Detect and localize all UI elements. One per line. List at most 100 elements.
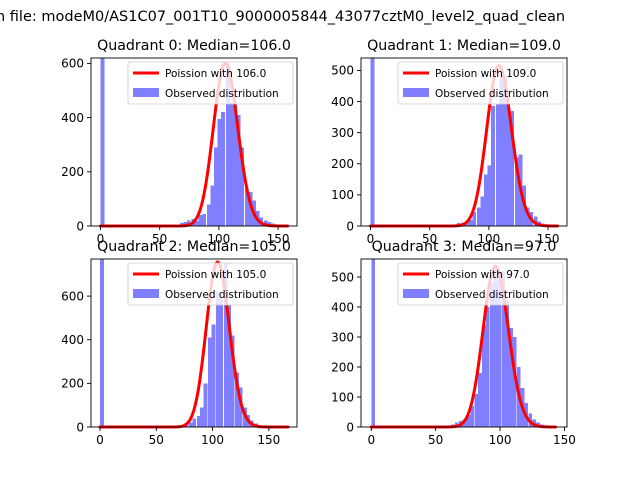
y-tick-label: 200 [331, 157, 354, 171]
subplot-title: Quadrant 0: Median=106.0 [97, 38, 291, 54]
hist-bar [505, 301, 509, 427]
hist-bar [462, 419, 467, 427]
hist-bar [208, 337, 212, 427]
hist-bar [466, 415, 471, 427]
x-tick-label: 0 [367, 433, 375, 447]
hist-bar [192, 418, 197, 427]
x-tick-label: 150 [267, 232, 290, 246]
subplot-title: Quadrant 2: Median=105.0 [97, 239, 291, 255]
subplot-title: Quadrant 1: Median=109.0 [367, 38, 561, 54]
y-tick-label: 0 [76, 420, 84, 434]
hist-bar [235, 372, 239, 427]
axes-frame [360, 57, 568, 227]
hist-bar [484, 174, 488, 226]
hist-bar [217, 118, 222, 226]
subplot-title: Quadrant 3: Median=97.0 [372, 239, 557, 255]
legend-hist-swatch [133, 289, 159, 298]
hist-bar [493, 265, 498, 427]
hist-bar [200, 407, 205, 427]
y-tick-label: 0 [346, 219, 354, 233]
axes-frame [360, 258, 568, 428]
hist-bar [214, 147, 218, 226]
x-tick-label: 100 [489, 433, 512, 447]
legend: Poission with 106.0 Observed distribution [127, 61, 294, 105]
x-tick-label: 50 [428, 433, 443, 447]
legend: Poission with 105.0 Observed distribution [127, 262, 294, 306]
hist-bar [186, 220, 191, 226]
hist-bar [183, 221, 188, 226]
y-tick-label: 100 [331, 390, 354, 404]
axes-frame [90, 258, 298, 428]
legend: Poission with 109.0 Observed distribution [397, 61, 564, 105]
hist-bar [223, 263, 228, 427]
y-tick-label: 400 [61, 333, 84, 347]
hist-bar [495, 104, 500, 226]
hist-bar [240, 147, 244, 226]
hist-bar [506, 107, 511, 226]
x-tick-label: 100 [477, 232, 500, 246]
hist-bar [210, 185, 215, 226]
y-tick-label: 400 [331, 300, 354, 314]
hist-bar [485, 307, 490, 427]
legend-box [397, 262, 564, 306]
subplot-quadrant-0: 0 50 100 150 0 200 400 600 Poission with 106.0 Ob… [61, 38, 298, 246]
hist-bar [503, 76, 507, 226]
hist-bar [244, 186, 249, 226]
legend-label-observed: Observed distribution [435, 88, 549, 100]
hist-bar [487, 165, 492, 226]
y-tick-label: 400 [61, 111, 84, 125]
hist-bar [499, 70, 504, 226]
hist-bar [491, 106, 496, 226]
subplot-quadrant-3: 0 50 100 150 0 100 200 300 400 500 Poission with 9… [331, 239, 576, 447]
hist-bar [472, 212, 477, 226]
legend: Poission with 97.0 Observed distribution [397, 262, 564, 306]
x-tick-label: 0 [367, 232, 375, 246]
x-tick-label: 150 [257, 433, 280, 447]
hist-bar [480, 196, 485, 226]
x-tick-label: 50 [152, 232, 167, 246]
legend-label-poisson: Poission with 97.0 [435, 269, 530, 281]
x-tick-label: 100 [201, 433, 224, 447]
y-tick-label: 500 [331, 64, 354, 78]
legend-box [127, 262, 294, 306]
hist-bar [478, 373, 482, 427]
subplot-quadrant-1: 0 50 100 150 0 100 200 300 400 500 Poission with 1… [331, 38, 568, 246]
hist-bar [207, 204, 211, 226]
hist-bar [248, 192, 253, 226]
y-tick-label: 0 [346, 420, 354, 434]
y-tick-label: 200 [61, 377, 84, 391]
x-tick-label: 150 [537, 232, 560, 246]
legend-box [127, 61, 294, 105]
y-tick-label: 600 [61, 289, 84, 303]
hist-bar [230, 335, 235, 427]
hist-bar [202, 213, 207, 226]
hist-bar [233, 101, 237, 226]
x-tick-label: 50 [422, 232, 437, 246]
hist-bar [196, 416, 201, 427]
hist-bar [263, 220, 268, 226]
hist-bar [371, 259, 376, 427]
legend-label-poisson: Poission with 105.0 [165, 269, 266, 281]
legend-label-poisson: Poission with 109.0 [435, 68, 536, 80]
x-tick-label: 0 [97, 232, 105, 246]
subplot-grid: 0 50 100 150 0 200 400 600 Poission with 106.0 Ob… [61, 38, 576, 447]
hist-bar [215, 291, 220, 427]
axes-frame [90, 57, 298, 227]
hist-bar [219, 298, 224, 427]
legend-box [397, 61, 564, 105]
hist-bar [238, 387, 243, 427]
subplot-quadrant-2: 0 50 100 150 0 200 400 600 Poission with 105.0 Ob… [61, 239, 298, 447]
hist-bar [225, 63, 230, 226]
y-tick-label: 300 [331, 126, 354, 140]
y-tick-label: 0 [76, 219, 84, 233]
y-tick-label: 400 [331, 95, 354, 109]
hist-bar [514, 157, 519, 226]
figure-suptitle: n file: modeM0/AS1C07_001T10_9000005844_… [0, 9, 565, 25]
hist-bar [477, 207, 481, 226]
hist-bar [512, 337, 517, 427]
legend-hist-swatch [403, 88, 429, 97]
hist-bar [198, 215, 203, 226]
hist-bar [100, 259, 104, 427]
legend-label-observed: Observed distribution [165, 289, 279, 301]
hist-bar [203, 383, 208, 427]
